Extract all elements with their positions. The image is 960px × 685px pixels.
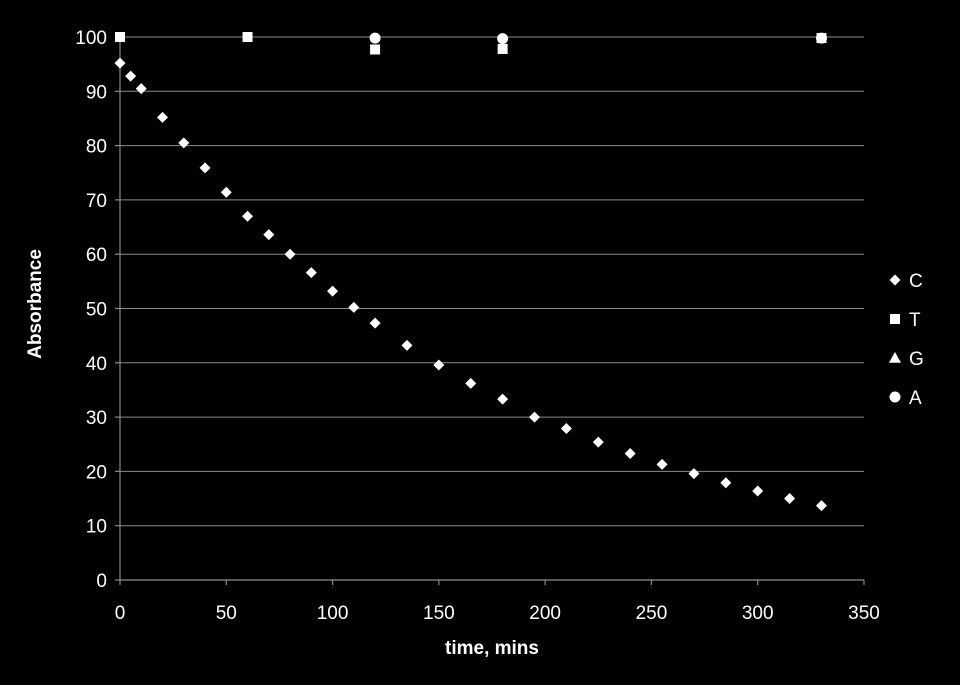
y-tick-label: 70 <box>86 191 107 212</box>
x-axis-title: time, mins <box>445 638 539 659</box>
data-point-C <box>465 377 477 389</box>
data-point-C <box>529 411 541 423</box>
data-point-C <box>284 248 296 260</box>
legend-label: G <box>909 349 924 370</box>
y-tick-label: 50 <box>86 300 107 321</box>
data-point-C <box>125 70 137 82</box>
data-points <box>114 32 827 512</box>
data-point-A <box>815 32 827 44</box>
legend-label: A <box>909 388 922 409</box>
data-point-T <box>115 32 125 42</box>
data-point-C <box>401 339 413 351</box>
legend-marker-C <box>889 274 901 286</box>
y-axis-tick-labels: 0 10 20 30 40 50 60 70 80 90 100 <box>75 28 107 592</box>
y-tick-label: 10 <box>86 517 107 538</box>
data-point-C <box>305 267 317 279</box>
data-point-C <box>624 447 636 459</box>
legend-marker-G <box>889 352 901 363</box>
y-tick-label: 40 <box>86 354 107 375</box>
y-tick-label: 0 <box>96 571 107 592</box>
data-point-C <box>178 137 190 149</box>
data-point-C <box>135 83 147 95</box>
series-C <box>114 57 827 512</box>
data-point-C <box>157 111 169 123</box>
x-tick-label: 0 <box>115 603 126 624</box>
data-point-T <box>370 44 381 55</box>
legend-entry-C: C <box>889 271 923 292</box>
x-tick-label: 200 <box>529 603 561 624</box>
data-point-C <box>688 468 700 480</box>
y-tick-label: 90 <box>86 82 107 103</box>
y-axis-title: Absorbance <box>25 249 46 359</box>
data-point-C <box>327 285 339 297</box>
data-point-T <box>242 32 253 42</box>
x-axis-tick-labels: 0 50 100 150 200 250 300 350 <box>115 603 880 624</box>
series-A <box>369 32 827 45</box>
legend-entry-G: G <box>889 349 924 370</box>
x-tick-label: 250 <box>636 603 668 624</box>
data-point-C <box>560 423 572 435</box>
legend-label: C <box>909 271 923 292</box>
data-point-C <box>752 485 764 497</box>
data-point-C <box>497 393 509 405</box>
data-point-C <box>592 436 604 448</box>
data-point-C <box>199 162 211 174</box>
data-point-C <box>220 186 232 198</box>
legend-entry-A: A <box>889 388 922 409</box>
data-point-C <box>114 57 126 69</box>
data-point-C <box>348 301 360 313</box>
axes <box>115 36 865 585</box>
legend-marker-A <box>889 391 901 403</box>
data-point-A <box>497 33 509 45</box>
data-point-C <box>242 210 254 222</box>
y-tick-label: 20 <box>86 462 107 483</box>
data-point-C <box>433 359 445 371</box>
data-point-C <box>815 500 827 512</box>
data-point-C <box>720 477 732 489</box>
y-tick-label: 30 <box>86 408 107 429</box>
x-tick-label: 150 <box>423 603 455 624</box>
y-tick-label: 60 <box>86 245 107 266</box>
gridlines <box>120 36 864 527</box>
data-point-C <box>656 458 668 470</box>
data-point-A <box>369 32 381 44</box>
legend-marker-T <box>890 314 900 324</box>
data-point-C <box>263 229 275 241</box>
y-tick-label: 100 <box>75 28 107 49</box>
x-tick-label: 300 <box>742 603 774 624</box>
x-tick-label: 350 <box>848 603 880 624</box>
x-tick-label: 100 <box>317 603 349 624</box>
y-tick-label: 80 <box>86 137 107 158</box>
data-point-C <box>784 493 796 505</box>
data-point-T <box>497 43 508 54</box>
legend-label: T <box>909 310 921 331</box>
x-tick-label: 50 <box>216 603 237 624</box>
data-point-C <box>369 317 381 329</box>
legend-entry-T: T <box>890 310 921 331</box>
